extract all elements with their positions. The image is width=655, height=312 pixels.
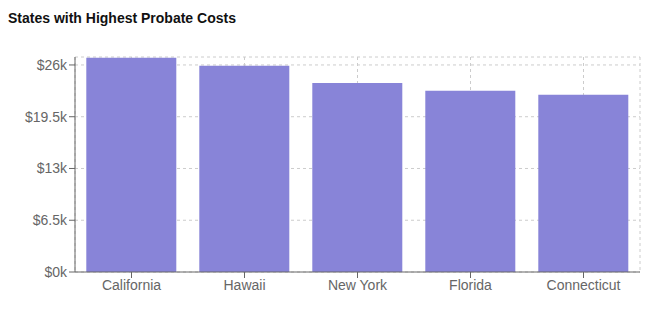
svg-text:$26k: $26k [37,57,68,73]
svg-text:$6.5k: $6.5k [33,212,68,228]
svg-text:$0k: $0k [44,264,68,280]
svg-text:New York: New York [328,277,388,293]
html-text:States with Highest Probate Co: States with Highest Probate Costs [8,10,236,26]
svg-text:$13k: $13k [37,160,68,176]
svg-text:Hawaii: Hawaii [223,277,265,293]
svg-text:Florida: Florida [449,277,492,293]
svg-text:$19.5k: $19.5k [25,109,68,125]
svg-text:California: California [102,277,161,293]
svg-text:Connecticut: Connecticut [547,277,621,293]
